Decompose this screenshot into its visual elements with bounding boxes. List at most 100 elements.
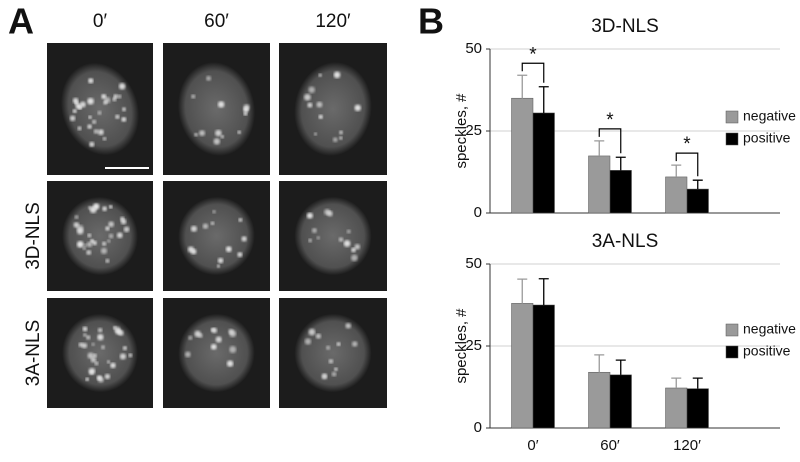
error-bar: [594, 354, 605, 373]
speckle: [241, 236, 247, 242]
speckle: [190, 225, 197, 232]
legend-label: negative: [743, 321, 796, 337]
bar: [532, 112, 555, 214]
bar: [511, 97, 534, 214]
speckle: [243, 111, 248, 116]
speckle: [354, 243, 361, 250]
legend-swatch: [725, 345, 739, 359]
y-axis-label: speckles, #: [453, 308, 470, 384]
speckle: [113, 94, 118, 99]
speckle: [237, 130, 241, 135]
speckle: [229, 346, 237, 353]
speckle: [85, 377, 90, 382]
significance-bracket: [598, 128, 622, 154]
speckle: [97, 333, 104, 341]
speckle: [316, 101, 323, 108]
speckle: [332, 137, 338, 143]
speckle: [188, 335, 193, 340]
bar: [609, 374, 632, 429]
speckle: [94, 361, 99, 366]
chart-title: 3D-NLS: [591, 16, 659, 37]
y-tick-label: 0: [474, 204, 482, 221]
speckle: [308, 86, 315, 94]
legend-label: positive: [743, 130, 791, 146]
speckle: [313, 132, 318, 136]
speckle: [88, 115, 92, 119]
speckle: [217, 257, 224, 264]
speckle: [119, 353, 127, 360]
speckle: [187, 246, 195, 253]
speckle: [122, 346, 128, 351]
speckle: [118, 82, 126, 90]
speckle: [225, 246, 232, 253]
speckle: [72, 109, 77, 114]
bar: [511, 303, 534, 429]
speckle: [321, 373, 328, 380]
speckle: [306, 212, 313, 219]
bar: [532, 304, 555, 429]
speckle: [343, 240, 351, 247]
speckle: [216, 264, 221, 268]
speckle: [102, 206, 107, 212]
speckle: [97, 327, 103, 333]
x-tick-label: 60′: [600, 437, 620, 454]
error-bar: [517, 74, 528, 99]
speckle: [89, 370, 94, 375]
speckle: [92, 240, 97, 246]
row-label: 3D-NLS: [23, 202, 44, 270]
speckle: [128, 353, 133, 358]
significance-bracket: [521, 62, 545, 83]
speckle: [87, 97, 94, 105]
speckle: [108, 233, 114, 239]
speckle: [87, 206, 92, 210]
speckle: [96, 375, 102, 381]
speckle: [114, 326, 121, 333]
speckle: [81, 342, 88, 349]
micrographs: [47, 43, 387, 408]
speckle: [212, 209, 216, 214]
speckle: [98, 129, 104, 136]
speckle: [107, 239, 111, 243]
legend-swatch: [725, 132, 739, 146]
significance-label: *: [606, 110, 614, 131]
speckle: [210, 343, 217, 350]
error-bar: [594, 140, 605, 156]
speckle: [121, 117, 127, 122]
speckle: [120, 216, 125, 222]
legend-swatch: [725, 110, 739, 124]
error-bar: [692, 179, 703, 190]
speckle: [104, 373, 111, 380]
speckle: [217, 101, 225, 108]
speckle: [308, 238, 312, 243]
speckle: [87, 124, 92, 129]
bar: [665, 387, 688, 429]
speckle: [243, 104, 250, 111]
speckle: [304, 93, 311, 101]
y-tick-label: 50: [465, 40, 482, 57]
speckle: [108, 221, 115, 228]
speckle: [229, 330, 237, 338]
x-tick-label: 120′: [673, 437, 701, 454]
speckle: [93, 129, 99, 134]
chart-title: 3A-NLS: [592, 231, 659, 252]
speckle: [351, 247, 356, 253]
speckle: [105, 258, 110, 263]
row-label: 3A-NLS: [23, 320, 44, 387]
speckle: [338, 237, 344, 242]
speckle: [116, 232, 123, 239]
speckle: [101, 94, 107, 100]
speckle: [315, 333, 321, 339]
nucleus: [61, 196, 139, 276]
speckle: [354, 104, 361, 112]
nucleus: [177, 196, 256, 276]
speckle: [324, 209, 331, 216]
legend-swatch: [725, 323, 739, 337]
speckle: [110, 362, 116, 369]
speckle: [73, 222, 80, 228]
speckle: [308, 328, 316, 336]
speckle: [210, 221, 215, 226]
speckle: [86, 241, 93, 248]
speckle: [339, 136, 343, 140]
speckle: [100, 247, 108, 254]
